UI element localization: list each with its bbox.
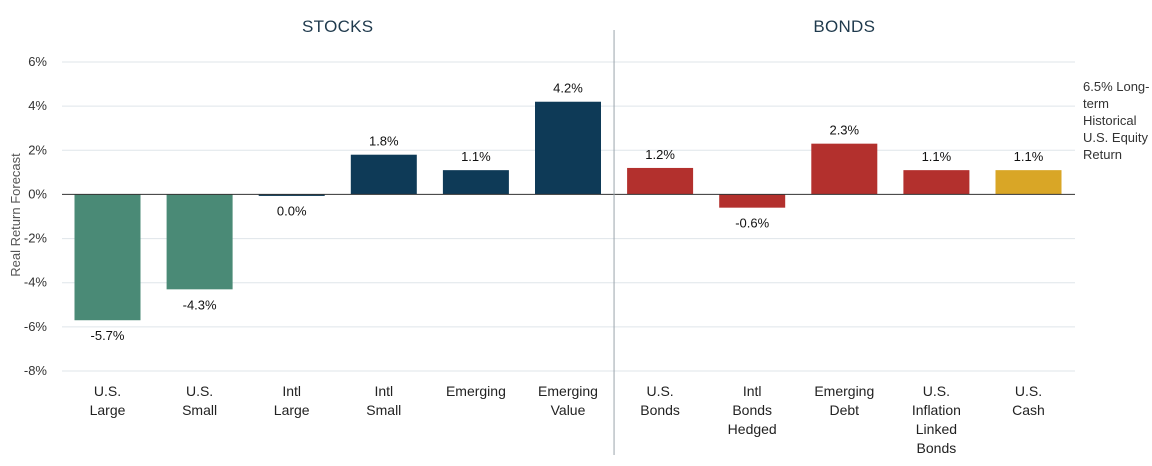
x-category-label: Bonds bbox=[917, 440, 957, 456]
bars bbox=[74, 101, 1062, 321]
x-category-label: Value bbox=[551, 402, 586, 418]
x-category-label: U.S. bbox=[646, 383, 673, 399]
group-titles: STOCKS BONDS bbox=[302, 17, 875, 36]
x-category-label: Small bbox=[182, 402, 217, 418]
x-category-label: Bonds bbox=[640, 402, 680, 418]
y-tick-label: -8% bbox=[24, 363, 48, 378]
data-label: -0.6% bbox=[735, 216, 769, 231]
annotation-line: U.S. Equity bbox=[1083, 130, 1149, 145]
data-label: 1.1% bbox=[461, 149, 491, 164]
y-tick-label: -6% bbox=[24, 319, 48, 334]
annotation-line: term bbox=[1083, 96, 1109, 111]
x-category-label: Hedged bbox=[728, 421, 777, 437]
group-title: STOCKS bbox=[302, 17, 373, 36]
bar bbox=[535, 101, 601, 195]
bar bbox=[442, 170, 509, 195]
x-category-label: Intl bbox=[374, 383, 393, 399]
data-label: 1.1% bbox=[922, 149, 952, 164]
bar bbox=[350, 154, 417, 195]
x-category-label: U.S. bbox=[923, 383, 950, 399]
data-label: 1.1% bbox=[1014, 149, 1044, 164]
x-category-label: Bonds bbox=[732, 402, 772, 418]
y-tick-label: -4% bbox=[24, 275, 48, 290]
y-tick-label: 2% bbox=[28, 142, 47, 157]
data-labels: -5.7% -4.3% 0.0% 1.8% 1.1% 4.2% 1.2% -0.6% 2.3% 1… bbox=[91, 81, 1044, 344]
bar bbox=[627, 167, 694, 195]
y-tick-label: -2% bbox=[24, 231, 48, 246]
data-label: 0.0% bbox=[277, 204, 307, 219]
x-category-label: Emerging bbox=[538, 383, 598, 399]
data-label: 4.2% bbox=[553, 81, 583, 96]
bar bbox=[719, 194, 786, 208]
x-category-label: Linked bbox=[916, 421, 957, 437]
annotation-line: Return bbox=[1083, 147, 1122, 162]
x-category-label: U.S. bbox=[186, 383, 213, 399]
y-tick-label: 4% bbox=[28, 98, 47, 113]
x-category-label: Small bbox=[366, 402, 401, 418]
x-category-label: Intl bbox=[743, 383, 762, 399]
x-category-label: Cash bbox=[1012, 402, 1045, 418]
x-category-label: Inflation bbox=[912, 402, 961, 418]
x-category-label: U.S. bbox=[94, 383, 121, 399]
data-label: 1.8% bbox=[369, 134, 399, 149]
x-axis-categories: U.S. Large U.S. Small Intl Large Intl Small Emer… bbox=[90, 383, 1045, 456]
x-category-label: Intl bbox=[282, 383, 301, 399]
data-label: -4.3% bbox=[183, 297, 217, 312]
data-label: 2.3% bbox=[829, 123, 859, 138]
bar bbox=[258, 194, 325, 196]
x-category-label: Emerging bbox=[446, 383, 506, 399]
bar bbox=[74, 194, 141, 321]
annotation: 6.5% Long-term Historical U.S. Equity Retur… bbox=[1083, 79, 1150, 162]
bar bbox=[811, 143, 878, 195]
x-category-label: U.S. bbox=[1015, 383, 1042, 399]
data-label: 1.2% bbox=[645, 147, 675, 162]
bar bbox=[995, 170, 1062, 195]
x-category-label: Debt bbox=[830, 402, 860, 418]
y-tick-label: 6% bbox=[28, 54, 47, 69]
y-axis-ticks: -8% -6% -4% -2% 0% 2% 4% 6% bbox=[24, 54, 48, 378]
annotation-line: 6.5% Long- bbox=[1083, 79, 1150, 94]
x-category-label: Large bbox=[90, 402, 126, 418]
annotation-line: Historical bbox=[1083, 113, 1137, 128]
group-title: BONDS bbox=[813, 17, 875, 36]
bar bbox=[903, 170, 970, 195]
x-category-label: Emerging bbox=[814, 383, 874, 399]
y-tick-label: 0% bbox=[28, 186, 47, 201]
data-label: -5.7% bbox=[91, 328, 125, 343]
bar bbox=[166, 194, 233, 290]
y-axis-label: Real Return Forecast bbox=[8, 153, 23, 277]
x-category-label: Large bbox=[274, 402, 310, 418]
